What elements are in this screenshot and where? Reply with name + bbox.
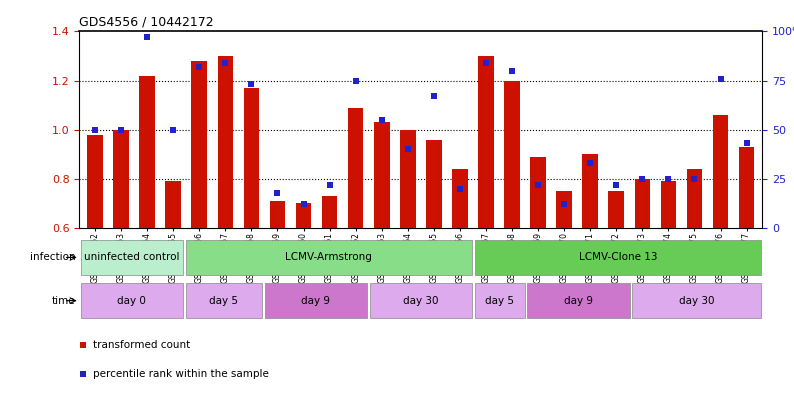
Bar [218,56,233,228]
Bar [426,140,441,228]
Text: LCMV-Clone 13: LCMV-Clone 13 [579,252,657,263]
Text: day 30: day 30 [403,296,438,306]
Bar [87,134,103,228]
Bar [370,283,472,318]
Bar [475,283,525,318]
Bar [608,191,624,228]
Bar [81,283,183,318]
Text: percentile rank within the sample: percentile rank within the sample [93,369,269,379]
Bar [713,115,728,228]
Bar [81,240,183,275]
Text: uninfected control: uninfected control [84,252,179,263]
Text: day 0: day 0 [118,296,146,306]
Text: day 30: day 30 [679,296,715,306]
Text: GDS4556 / 10442172: GDS4556 / 10442172 [79,16,214,29]
Bar [527,283,630,318]
Text: infection: infection [30,252,75,263]
Text: transformed count: transformed count [93,340,191,350]
Bar [186,283,262,318]
Bar [687,169,703,228]
Bar [632,283,761,318]
Bar [270,201,285,228]
Bar [244,88,259,228]
Bar [504,81,520,228]
Bar [557,191,572,228]
Bar [661,181,676,228]
Bar [374,122,390,228]
Bar [295,203,311,228]
Text: day 5: day 5 [210,296,238,306]
Bar [165,181,181,228]
Bar [634,179,650,228]
Bar [738,147,754,228]
Bar [478,56,494,228]
Text: LCMV-Armstrong: LCMV-Armstrong [286,252,372,263]
Text: day 5: day 5 [485,296,514,306]
Bar [264,283,367,318]
Text: time: time [52,296,75,306]
Bar [186,240,472,275]
Bar [322,196,337,228]
Bar [348,108,364,228]
Text: day 9: day 9 [301,296,330,306]
Bar [139,75,155,228]
Bar [400,130,415,228]
Bar [191,61,207,228]
Bar [475,240,761,275]
Bar [530,157,546,228]
Bar [452,169,468,228]
Bar [114,130,129,228]
Text: day 9: day 9 [564,296,593,306]
Bar [583,154,598,228]
